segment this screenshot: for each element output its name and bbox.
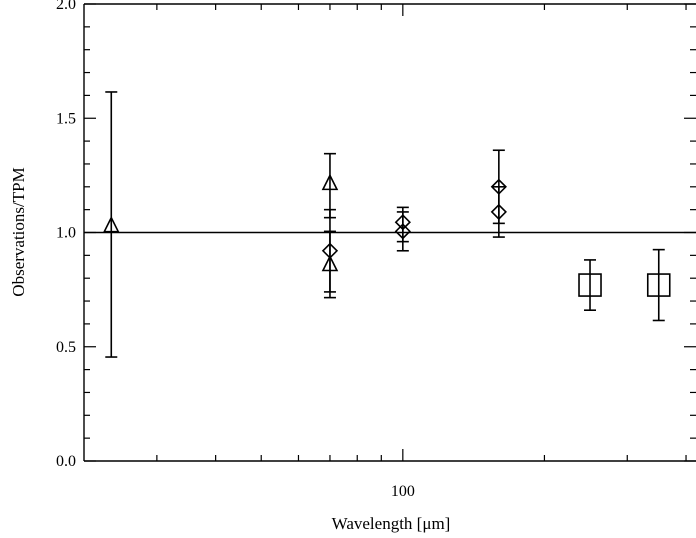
- y-tick-label: 0.5: [56, 339, 76, 356]
- diamond-point: [321, 208, 339, 293]
- axis-ticks: [84, 3, 696, 462]
- triangle-point: [321, 152, 339, 219]
- y-tick-label: 2.0: [56, 0, 76, 13]
- triangle-marker: [102, 215, 120, 233]
- x-tick-label: 100: [391, 483, 415, 500]
- diamond-point: [490, 186, 507, 238]
- x-axis-label: Wavelength [μm]: [332, 514, 451, 533]
- diamond-point: [394, 211, 411, 252]
- y-axis-label: Observations/TPM: [9, 167, 28, 296]
- square-marker: [578, 273, 602, 297]
- tick-labels: 0.0 0.5 1.0 1.5 2.0 100: [56, 0, 415, 500]
- diamond-marker: [321, 242, 339, 259]
- diamond-marker: [394, 223, 411, 240]
- triangle-marker: [321, 173, 339, 191]
- data-points: [102, 91, 671, 358]
- diamond-marker: [490, 203, 507, 221]
- square-point: [646, 248, 671, 322]
- triangle-point: [102, 91, 120, 358]
- y-tick-label: 1.0: [56, 225, 76, 242]
- y-tick-label: 0.0: [56, 453, 76, 470]
- square-point: [578, 259, 602, 311]
- square-marker: [646, 273, 671, 297]
- y-tick-label: 1.5: [56, 110, 76, 127]
